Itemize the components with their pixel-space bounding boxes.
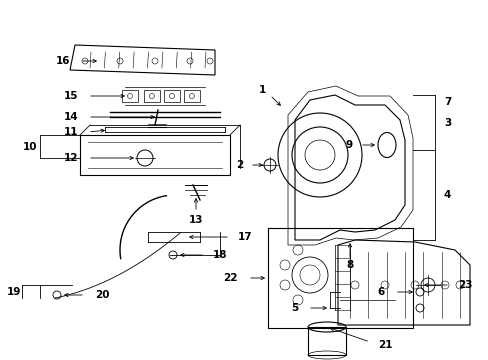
- Text: 5: 5: [290, 303, 297, 313]
- Text: 18: 18: [213, 250, 227, 260]
- Text: 6: 6: [377, 287, 384, 297]
- Text: 20: 20: [95, 290, 109, 300]
- Text: 4: 4: [443, 190, 450, 200]
- Text: 19: 19: [7, 287, 21, 297]
- Text: 1: 1: [258, 85, 265, 95]
- Text: 3: 3: [443, 118, 450, 128]
- Text: 9: 9: [345, 140, 352, 150]
- Text: 15: 15: [63, 91, 78, 101]
- Text: 21: 21: [377, 340, 392, 350]
- Text: 8: 8: [346, 260, 353, 270]
- Text: 23: 23: [457, 280, 471, 290]
- Text: 12: 12: [63, 153, 78, 163]
- Text: 14: 14: [63, 112, 78, 122]
- Text: 17: 17: [238, 232, 252, 242]
- Text: 10: 10: [23, 142, 37, 152]
- Text: 7: 7: [443, 97, 450, 107]
- Bar: [267, 228, 412, 328]
- Text: 22: 22: [223, 273, 238, 283]
- Text: 2: 2: [236, 160, 243, 170]
- Text: 13: 13: [188, 215, 203, 225]
- Bar: [307, 327, 346, 355]
- Text: 16: 16: [55, 56, 70, 66]
- Text: 11: 11: [63, 127, 78, 137]
